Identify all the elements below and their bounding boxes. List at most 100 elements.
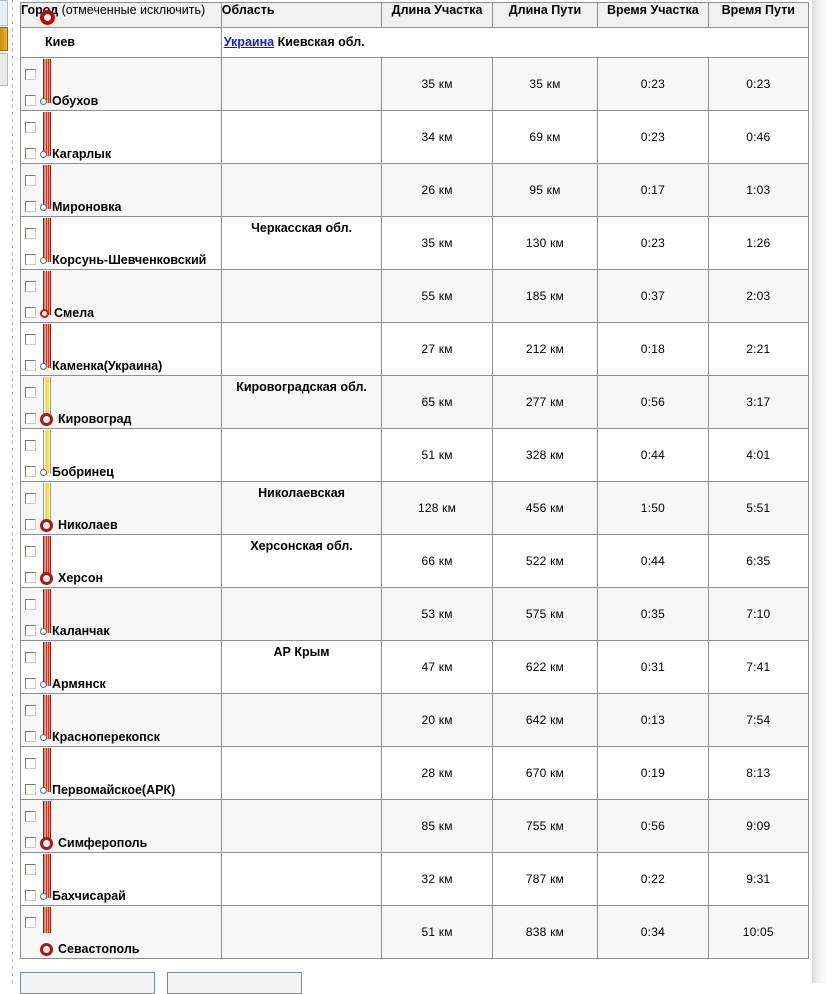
big-red-circle-icon bbox=[40, 412, 53, 426]
exclude-city-checkbox[interactable] bbox=[25, 201, 36, 212]
exclude-segment-checkbox[interactable] bbox=[25, 175, 36, 186]
city-cell: Херсон bbox=[20, 534, 222, 588]
road-segment-icon bbox=[43, 536, 51, 580]
leg-length-cell: 51 км bbox=[381, 905, 493, 959]
total-time-cell: 10:05 bbox=[707, 905, 810, 959]
road-segment-icon bbox=[43, 165, 51, 209]
exclude-city-checkbox[interactable] bbox=[25, 837, 36, 848]
origin-row: Киев Украина Киевская обл. bbox=[20, 10, 810, 58]
exclude-city-checkbox[interactable] bbox=[25, 307, 36, 318]
small-gray-circle-icon bbox=[40, 362, 47, 370]
total-time-cell: 9:09 bbox=[707, 799, 810, 853]
total-length-cell: 456 км bbox=[491, 481, 599, 535]
table-row: Мироновка 26 км 95 км 0:17 1:03 bbox=[20, 163, 810, 217]
exclude-city-checkbox[interactable] bbox=[25, 572, 36, 583]
header-row: Город (отмеченные исключить) Область Дли… bbox=[20, 2, 810, 28]
exclude-segment-checkbox[interactable] bbox=[25, 281, 36, 292]
region-name bbox=[222, 429, 382, 433]
city-line: Первомайское(АРК) bbox=[40, 783, 175, 797]
city-cell: Кагарлык bbox=[20, 110, 222, 164]
city-cell: Кировоград bbox=[20, 375, 222, 429]
leg-length-cell: 34 км bbox=[381, 110, 493, 164]
leg-time-cell: 0:35 bbox=[597, 587, 709, 641]
exclude-city-checkbox[interactable] bbox=[25, 148, 36, 159]
city-cell: Армянск bbox=[20, 640, 222, 694]
exclude-city-checkbox[interactable] bbox=[25, 625, 36, 636]
leg-length-cell: 26 км bbox=[381, 163, 493, 217]
region-name bbox=[222, 164, 382, 168]
table-row: Каменка(Украина) 27 км 212 км 0:18 2:21 bbox=[20, 322, 810, 376]
exclude-city-checkbox[interactable] bbox=[25, 731, 36, 742]
exclude-city-checkbox[interactable] bbox=[25, 784, 36, 795]
big-red-circle-icon bbox=[40, 836, 53, 850]
exclude-city-checkbox[interactable] bbox=[25, 519, 36, 530]
small-gray-circle-icon bbox=[40, 256, 47, 264]
region-name bbox=[222, 853, 382, 857]
city-name: Симферополь bbox=[58, 835, 148, 850]
total-length-cell: 622 км bbox=[491, 640, 599, 694]
exclude-segment-checkbox[interactable] bbox=[25, 758, 36, 769]
exclude-segment-checkbox[interactable] bbox=[25, 652, 36, 663]
small-gray-circle-icon bbox=[40, 150, 47, 158]
total-length-cell: 185 км bbox=[491, 269, 599, 323]
exclude-segment-checkbox[interactable] bbox=[25, 917, 36, 928]
region-name bbox=[222, 747, 382, 751]
road-segment-icon bbox=[43, 854, 51, 898]
country-link[interactable]: Украина bbox=[223, 35, 275, 49]
region-cell: Николаевская bbox=[220, 481, 383, 535]
small-gray-circle-icon bbox=[40, 468, 47, 476]
leg-length-cell: 128 км bbox=[381, 481, 493, 535]
exclude-city-checkbox[interactable] bbox=[25, 466, 36, 477]
exclude-city-checkbox[interactable] bbox=[25, 678, 36, 689]
big-red-circle-icon bbox=[40, 518, 53, 532]
road-segment-icon bbox=[43, 801, 51, 845]
leg-length-cell: 28 км bbox=[381, 746, 493, 800]
road-segment-icon bbox=[43, 483, 51, 527]
small-gray-circle-icon bbox=[40, 203, 47, 211]
exclude-city-checkbox[interactable] bbox=[25, 254, 36, 265]
city-name: Армянск bbox=[52, 676, 106, 691]
exclude-segment-checkbox[interactable] bbox=[25, 811, 36, 822]
region-name bbox=[222, 270, 382, 274]
leg-time-cell: 1:50 bbox=[597, 481, 709, 535]
leg-time-cell: 0:34 bbox=[597, 905, 709, 959]
exclude-segment-checkbox[interactable] bbox=[25, 864, 36, 875]
exclude-segment-checkbox[interactable] bbox=[25, 440, 36, 451]
leg-time-cell: 0:13 bbox=[597, 693, 709, 747]
exclude-segment-checkbox[interactable] bbox=[25, 69, 36, 80]
city-line: Николаев bbox=[40, 518, 118, 532]
road-segment-icon bbox=[43, 642, 51, 686]
exclude-segment-checkbox[interactable] bbox=[25, 334, 36, 345]
total-length-cell: 522 км bbox=[491, 534, 599, 588]
city-name: Кировоград bbox=[58, 411, 132, 426]
exclude-segment-checkbox[interactable] bbox=[25, 122, 36, 133]
exclude-segment-checkbox[interactable] bbox=[25, 493, 36, 504]
table-row: Первомайское(АРК) 28 км 670 км 0:19 8:13 bbox=[20, 746, 810, 800]
exclude-segment-checkbox[interactable] bbox=[25, 228, 36, 239]
leg-length-cell: 51 км bbox=[381, 428, 493, 482]
city-cell: Мироновка bbox=[20, 163, 222, 217]
small-gray-circle-icon bbox=[40, 97, 47, 105]
region-cell bbox=[220, 799, 383, 853]
region-cell bbox=[220, 587, 383, 641]
region-name bbox=[222, 694, 382, 698]
leg-length-cell: 32 км bbox=[381, 852, 493, 906]
footer-button-right[interactable] bbox=[167, 972, 302, 994]
road-segment-icon bbox=[43, 695, 51, 739]
exclude-segment-checkbox[interactable] bbox=[25, 599, 36, 610]
footer-button-left[interactable] bbox=[20, 972, 155, 994]
city-name: Первомайское(АРК) bbox=[52, 782, 176, 797]
exclude-city-checkbox[interactable] bbox=[25, 360, 36, 371]
total-length-cell: 755 км bbox=[491, 799, 599, 853]
exclude-segment-checkbox[interactable] bbox=[25, 387, 36, 398]
table-row: Армянск АР Крым 47 км 622 км 0:31 7:41 bbox=[20, 640, 810, 694]
exclude-segment-checkbox[interactable] bbox=[25, 705, 36, 716]
city-cell: Каланчак bbox=[20, 587, 222, 641]
city-name: Каменка(Украина) bbox=[52, 358, 163, 373]
exclude-city-checkbox[interactable] bbox=[25, 890, 36, 901]
total-time-cell: 3:17 bbox=[707, 375, 810, 429]
table-body: Киев Украина Киевская обл. Обухов 35 км 35… bbox=[20, 10, 810, 959]
exclude-city-checkbox[interactable] bbox=[25, 413, 36, 424]
exclude-segment-checkbox[interactable] bbox=[25, 546, 36, 557]
exclude-city-checkbox[interactable] bbox=[25, 95, 36, 106]
